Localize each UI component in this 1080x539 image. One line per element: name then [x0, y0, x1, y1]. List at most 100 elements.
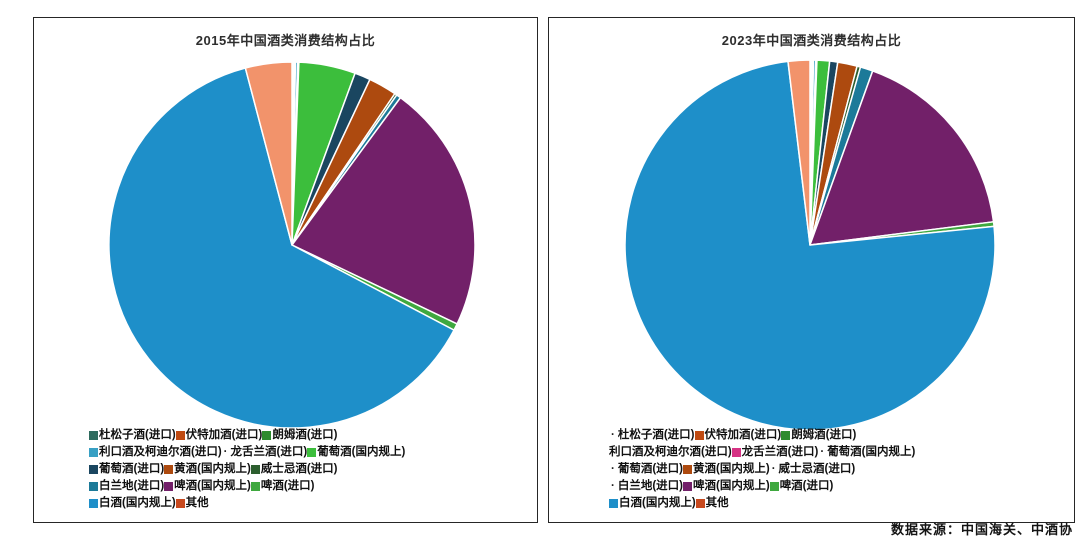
legend-item: 龙舌兰酒(进口)	[731, 444, 819, 461]
legend-label: 朗姆酒(进口)	[791, 429, 857, 441]
legend-swatch-icon	[694, 431, 704, 440]
legend-swatch-icon	[262, 431, 272, 440]
legend-label: 威士忌酒(进口)	[260, 463, 338, 475]
chart-title-2023: 2023年中国酒类消费结构占比	[721, 33, 902, 48]
chart-title-2015: 2015年中国酒类消费结构占比	[195, 33, 376, 48]
legend-row: 杜松子酒(进口) 伏特加酒(进口) 朗姆酒(进口)	[89, 427, 405, 444]
legend-dot-icon: ·	[771, 463, 776, 475]
legend-item: · 葡萄酒(国内规上)	[818, 444, 915, 461]
legend-item: 啤酒(国内规上)	[164, 478, 251, 495]
legend-label: 龙舌兰酒(进口)	[741, 446, 819, 458]
legend-2015: 杜松子酒(进口) 伏特加酒(进口) 朗姆酒(进口) 利口酒及柯迪尔酒(进口) · 龙舌兰酒…	[89, 427, 405, 512]
legend-item: 啤酒(进口)	[769, 478, 834, 495]
legend-dot-icon: ·	[820, 446, 825, 458]
legend-swatch-icon	[89, 431, 98, 440]
pie-slice	[108, 67, 455, 429]
legend-item: 利口酒及柯迪尔酒(进口)	[89, 444, 222, 461]
legend-label: 啤酒(进口)	[779, 480, 834, 492]
legend-swatch-icon	[731, 448, 741, 457]
legend-label: 葡萄酒(进口)	[617, 463, 684, 475]
legend-swatch-icon	[683, 482, 693, 491]
legend-swatch-icon	[683, 465, 693, 474]
legend-row: · 杜松子酒(进口) 伏特加酒(进口) 朗姆酒(进口)	[609, 427, 915, 444]
legend-label: 啤酒(国内规上)	[174, 480, 251, 492]
legend-label: 龙舌兰酒(进口)	[230, 446, 308, 458]
legend-item: 其他	[175, 495, 209, 512]
legend-swatch-icon	[175, 499, 185, 508]
legend-label: 伏特加酒(进口)	[704, 429, 782, 441]
legend-label: 杜松子酒(进口)	[99, 429, 176, 441]
legend-swatch-icon	[89, 448, 98, 457]
legend-dot-icon: ·	[223, 446, 228, 458]
legend-label: 白兰地(进口)	[99, 480, 165, 492]
legend-label: 葡萄酒(国内规上)	[317, 446, 406, 458]
legend-item: · 白兰地(进口)	[609, 478, 683, 495]
legend-swatch-icon	[164, 465, 174, 474]
chart-panel-2015: 2015年中国酒类消费结构占比 杜松子酒(进口) 伏特加酒(进口) 朗姆酒(进口) 利…	[33, 17, 538, 523]
legend-swatch-icon	[175, 431, 185, 440]
legend-label: 其他	[185, 497, 209, 509]
legend-item: · 葡萄酒(进口)	[609, 461, 683, 478]
legend-item: 啤酒(国内规上)	[683, 478, 770, 495]
legend-swatch-icon	[164, 482, 174, 491]
data-source-note: 数据来源：中国海关、中酒协	[890, 522, 1073, 537]
legend-row: 白酒(国内规上) 其他	[609, 495, 915, 512]
legend-row: 利口酒及柯迪尔酒(进口) · 龙舌兰酒(进口) 葡萄酒(国内规上)	[89, 444, 405, 461]
legend-item: 葡萄酒(国内规上)	[307, 444, 405, 461]
legend-swatch-icon	[250, 465, 260, 474]
legend-label: 其他	[705, 497, 729, 509]
legend-item: 黄酒(国内规上)	[164, 461, 251, 478]
legend-item: 伏特加酒(进口)	[175, 427, 263, 444]
legend-label: 朗姆酒(进口)	[272, 429, 338, 441]
legend-row: · 葡萄酒(进口) 黄酒(国内规上) · 威士忌酒(进口)	[609, 461, 915, 478]
legend-swatch-icon	[695, 499, 705, 508]
legend-swatch-icon	[769, 482, 779, 491]
legend-swatch-icon	[609, 499, 618, 508]
legend-item: 白兰地(进口)	[89, 478, 164, 495]
legend-label: 杜松子酒(进口)	[617, 429, 695, 441]
legend-item: 朗姆酒(进口)	[781, 427, 856, 444]
legend-label: 白酒(国内规上)	[619, 497, 696, 509]
legend-label: 啤酒(国内规上)	[693, 480, 770, 492]
legend-row: 白酒(国内规上) 其他	[89, 495, 405, 512]
legend-item: 白酒(国内规上)	[609, 495, 696, 512]
legend-row: 利口酒及柯迪尔酒(进口) 龙舌兰酒(进口) · 葡萄酒(国内规上)	[609, 444, 915, 461]
legend-2023: · 杜松子酒(进口) 伏特加酒(进口) 朗姆酒(进口) 利口酒及柯迪尔酒(进口) 龙舌兰酒…	[609, 427, 915, 512]
legend-swatch-icon	[89, 482, 98, 491]
legend-label: 啤酒(进口)	[260, 480, 315, 492]
pie-chart-2015	[108, 61, 476, 429]
legend-item: 白酒(国内规上)	[89, 495, 176, 512]
legend-swatch-icon	[307, 448, 317, 457]
legend-row: 白兰地(进口) 啤酒(国内规上) 啤酒(进口)	[89, 478, 405, 495]
legend-label: 利口酒及柯迪尔酒(进口)	[99, 446, 222, 458]
legend-item: · 杜松子酒(进口)	[609, 427, 695, 444]
legend-item: 威士忌酒(进口)	[250, 461, 338, 478]
legend-label: 葡萄酒(进口)	[99, 463, 165, 475]
legend-label: 利口酒及柯迪尔酒(进口)	[609, 446, 732, 458]
legend-label: 葡萄酒(国内规上)	[827, 446, 916, 458]
legend-item: 杜松子酒(进口)	[89, 427, 176, 444]
legend-label: 伏特加酒(进口)	[185, 429, 263, 441]
legend-label: 黄酒(国内规上)	[693, 463, 770, 475]
legend-dot-icon: ·	[611, 429, 615, 441]
legend-item: 黄酒(国内规上)	[683, 461, 770, 478]
legend-label: 威士忌酒(进口)	[778, 463, 856, 475]
legend-item: 伏特加酒(进口)	[694, 427, 782, 444]
legend-swatch-icon	[250, 482, 260, 491]
legend-swatch-icon	[89, 499, 98, 508]
legend-swatch-icon	[781, 431, 791, 440]
chart-panel-2023: 2023年中国酒类消费结构占比 · 杜松子酒(进口) 伏特加酒(进口) 朗姆酒(进口)…	[548, 17, 1075, 523]
legend-item: · 威士忌酒(进口)	[770, 461, 856, 478]
pie-chart-2023	[624, 59, 996, 431]
pie-slice	[244, 61, 293, 246]
pie-slice	[291, 96, 476, 325]
legend-item: 啤酒(进口)	[250, 478, 315, 495]
legend-row: · 白兰地(进口) 啤酒(国内规上) 啤酒(进口)	[609, 478, 915, 495]
pie-slice	[787, 59, 811, 246]
legend-item: 其他	[695, 495, 729, 512]
legend-item: 利口酒及柯迪尔酒(进口)	[609, 444, 732, 461]
legend-row: 葡萄酒(进口) 黄酒(国内规上) 威士忌酒(进口)	[89, 461, 405, 478]
legend-item: · 龙舌兰酒(进口)	[222, 444, 308, 461]
legend-dot-icon: ·	[611, 480, 615, 492]
